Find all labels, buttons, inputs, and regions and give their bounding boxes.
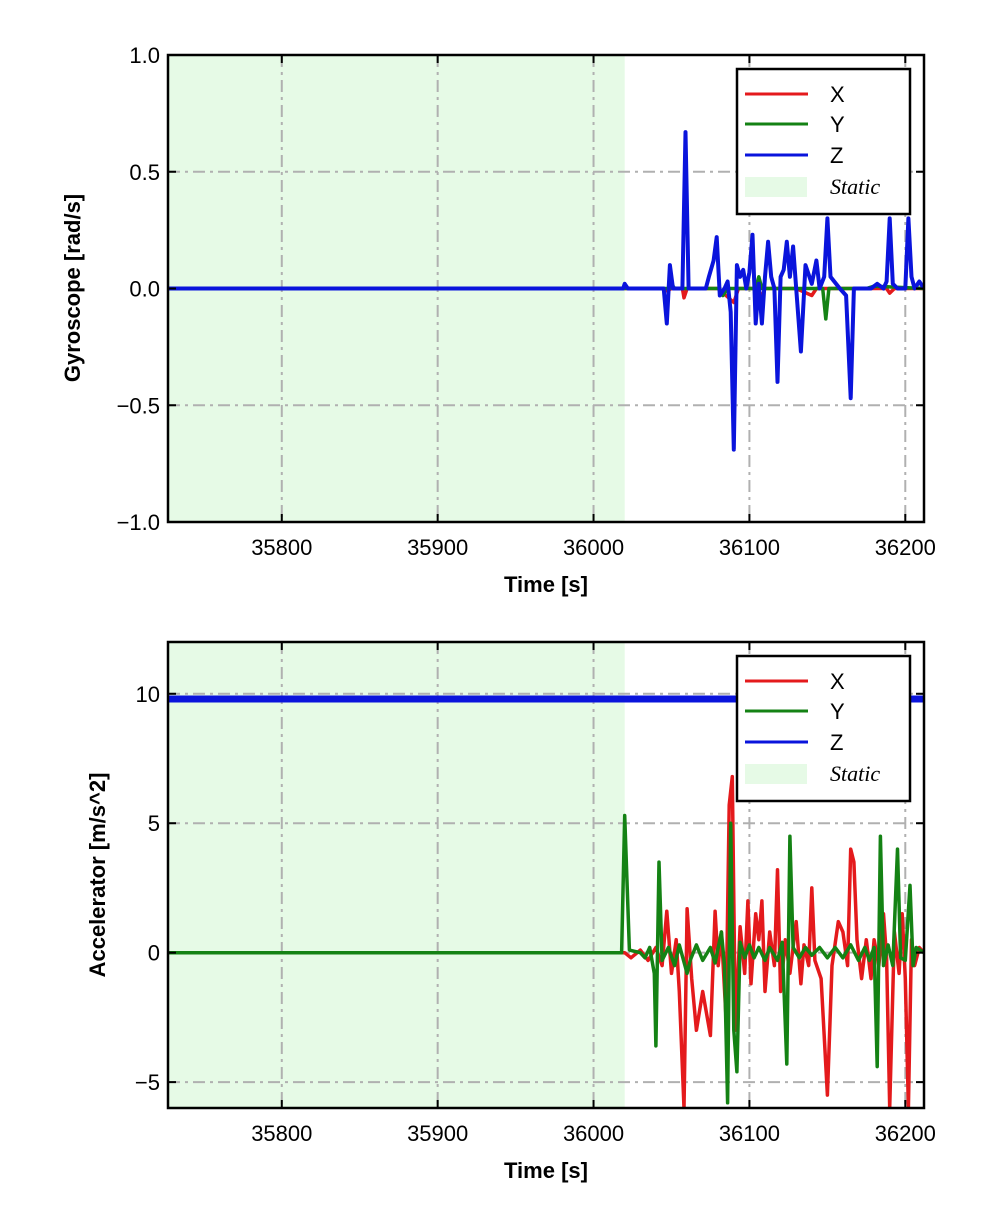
gyroscope-legend-y-label: Y xyxy=(830,112,845,137)
gyroscope-legend-x-label: X xyxy=(830,82,845,107)
accelerator-ticks: 35800 35900 36000 36100 36200 −5 0 5 10 xyxy=(135,642,936,1146)
accelerator-y-tick-label-3: 10 xyxy=(136,682,160,707)
gyroscope-plot-lines xyxy=(168,130,924,452)
accelerator-legend-static-label: Static xyxy=(830,761,880,786)
accelerator-x-tick-label-4: 36200 xyxy=(875,1121,936,1146)
gyroscope-legend-static-swatch xyxy=(745,177,807,197)
gyroscope-y-tick-label-3: 0.5 xyxy=(129,160,160,185)
accelerator-x-tick-label-0: 35800 xyxy=(251,1121,312,1146)
gyroscope-y-tick-label-2: 0.0 xyxy=(129,277,160,302)
gyroscope-y-axis-label: Gyroscope [rad/s] xyxy=(60,194,85,382)
accelerator-y-tick-label-0: −5 xyxy=(135,1070,160,1095)
accelerator-chart: 35800 35900 36000 36100 36200 −5 0 5 10 Time [s]… xyxy=(85,640,936,1183)
gyroscope-y-tick-label-1: −0.5 xyxy=(117,393,160,418)
gyroscope-ticks: 35800 35900 36000 36100 36200 −1.0 −0.5 0.0 0.5 1… xyxy=(117,43,936,560)
accelerator-y-tick-label-2: 5 xyxy=(148,811,160,836)
accelerator-legend-static-swatch xyxy=(745,764,807,784)
accelerator-legend-z-label: Z xyxy=(830,730,843,755)
accelerator-x-tick-label-2: 36000 xyxy=(563,1121,624,1146)
gyroscope-x-tick-label-1: 35900 xyxy=(407,535,468,560)
gyroscope-chart: 35800 35900 36000 36100 36200 −1.0 −0.5 0.0 0.5 1… xyxy=(60,43,936,597)
accelerator-x-tick-label-1: 35900 xyxy=(407,1121,468,1146)
accelerator-legend: X Y Z Static xyxy=(735,654,912,803)
gyroscope-legend-static-label: Static xyxy=(830,174,880,199)
accelerator-y-tick-label-1: 0 xyxy=(148,941,160,966)
accelerator-x-tick-label-3: 36100 xyxy=(719,1121,780,1146)
gyroscope-x-axis-label: Time [s] xyxy=(504,572,588,597)
gyroscope-x-tick-label-0: 35800 xyxy=(251,535,312,560)
gyroscope-legend-z-label: Z xyxy=(830,143,843,168)
accelerator-series-y xyxy=(168,813,924,1105)
gyroscope-series-z xyxy=(168,130,924,452)
gyroscope-x-tick-label-4: 36200 xyxy=(875,535,936,560)
accelerator-y-axis-label: Accelerator [m/s^2] xyxy=(85,773,110,978)
accelerator-x-axis-label: Time [s] xyxy=(504,1158,588,1183)
gyroscope-y-tick-label-4: 1.0 xyxy=(129,43,160,68)
gyroscope-y-tick-label-0: −1.0 xyxy=(117,510,160,535)
gyroscope-x-tick-label-3: 36100 xyxy=(719,535,780,560)
gyroscope-x-tick-label-2: 36000 xyxy=(563,535,624,560)
accelerator-legend-x-label: X xyxy=(830,669,845,694)
accelerator-static-region xyxy=(168,642,625,1108)
gyroscope-legend: X Y Z Static xyxy=(735,67,912,216)
accelerator-legend-y-label: Y xyxy=(830,699,845,724)
accelerator-axes-frame xyxy=(166,640,926,1110)
